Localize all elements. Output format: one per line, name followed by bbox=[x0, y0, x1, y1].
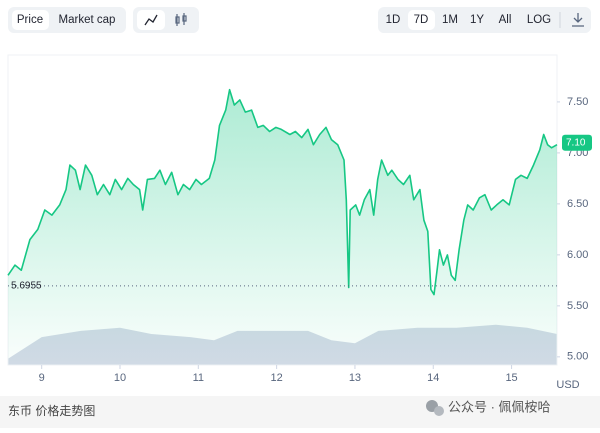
active-view bbox=[12, 10, 49, 30]
x-tick-label: 14 bbox=[427, 372, 439, 384]
line-icon bbox=[144, 14, 158, 26]
y-tick-label: 5.50 bbox=[567, 300, 588, 312]
candle-icon[interactable] bbox=[175, 13, 187, 26]
range-button[interactable]: All bbox=[499, 14, 512, 26]
view-button[interactable]: Price bbox=[17, 14, 43, 26]
y-tick-label: 6.00 bbox=[567, 249, 588, 261]
range-button[interactable]: 1M bbox=[442, 14, 458, 26]
y-tick-label: 7.50 bbox=[567, 96, 588, 108]
price-line bbox=[7, 88, 558, 296]
last-price-label: 7.10 bbox=[566, 137, 586, 148]
x-tick-label: 11 bbox=[193, 372, 204, 384]
y-tick-label: 5.00 bbox=[567, 351, 588, 363]
range-button[interactable]: 7D bbox=[414, 14, 429, 26]
reference-label: 5.6955 bbox=[11, 281, 42, 292]
wechat-icon bbox=[434, 406, 444, 416]
last-price-tag bbox=[562, 134, 592, 151]
y-tick-label: 6.50 bbox=[567, 198, 588, 210]
footer-bar bbox=[0, 396, 600, 428]
x-tick-label: 10 bbox=[114, 372, 126, 384]
view-button[interactable]: Market cap bbox=[59, 14, 116, 26]
caption: 东币 价格走势图 bbox=[8, 403, 95, 418]
range-button[interactable]: LOG bbox=[527, 14, 551, 26]
unit-label: USD bbox=[556, 379, 579, 391]
x-tick-label: 15 bbox=[505, 372, 517, 384]
price-area bbox=[8, 89, 557, 365]
x-tick-label: 12 bbox=[271, 372, 283, 384]
range-button[interactable]: 1D bbox=[386, 14, 401, 26]
download-icon[interactable] bbox=[572, 13, 584, 27]
active-range bbox=[408, 10, 435, 30]
watermark: 公众号 · 佩佩桉哈 bbox=[448, 399, 551, 414]
x-tick-label: 13 bbox=[349, 372, 361, 384]
range-button[interactable]: 1Y bbox=[470, 14, 484, 26]
x-tick-label: 9 bbox=[39, 372, 45, 384]
